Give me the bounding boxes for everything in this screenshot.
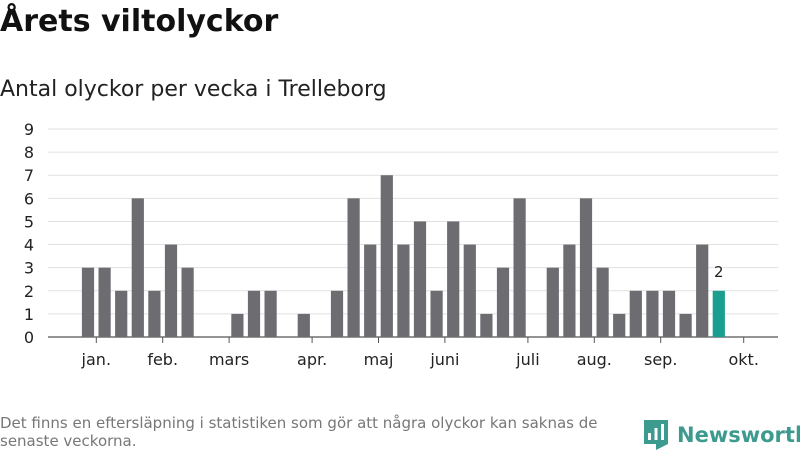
x-tick-label: aug. [577, 350, 612, 369]
y-tick-label: 1 [24, 305, 34, 324]
bar[interactable] [330, 290, 344, 337]
y-tick-label: 4 [24, 236, 34, 255]
bar[interactable] [696, 244, 709, 337]
bar[interactable] [447, 221, 460, 337]
bar[interactable] [347, 198, 360, 337]
bar[interactable] [131, 198, 144, 337]
bar[interactable] [463, 244, 476, 337]
bar[interactable] [480, 313, 493, 337]
bar[interactable] [513, 198, 526, 337]
y-tick-label: 8 [24, 143, 34, 162]
chart-subtitle: Antal olyckor per vecka i Trelleborg [0, 77, 387, 102]
bar[interactable] [181, 267, 194, 337]
bar[interactable] [115, 290, 128, 337]
y-tick-label: 3 [24, 259, 34, 278]
x-tick-label: jan. [81, 350, 111, 369]
bar[interactable] [430, 290, 443, 337]
footnote: Det finns en eftersläpning i statistiken… [0, 414, 598, 450]
y-tick-label: 2 [24, 282, 34, 301]
bar[interactable] [98, 267, 111, 337]
x-tick-label: okt. [728, 350, 758, 369]
x-tick-label: juni [429, 350, 459, 369]
bar[interactable] [264, 290, 277, 337]
bar[interactable] [662, 290, 676, 337]
y-tick-label: 7 [24, 166, 34, 185]
y-tick-label: 5 [24, 212, 34, 231]
newsworthy-logo[interactable]: Newsworthy [644, 420, 800, 450]
x-tick-label: feb. [147, 350, 178, 369]
bar-chart: 0 1 2 3 4 5 6 7 8 9 jan. feb. mars apr. maj juni juli au… [24, 120, 778, 369]
x-tick-label: apr. [297, 350, 327, 369]
bar[interactable] [596, 267, 609, 337]
y-tick-label: 6 [24, 189, 34, 208]
bar[interactable] [397, 244, 410, 337]
bar[interactable] [629, 290, 642, 337]
bar[interactable] [380, 175, 393, 337]
bar[interactable] [164, 244, 178, 337]
y-tick-label: 9 [24, 120, 34, 139]
bar[interactable] [148, 290, 161, 337]
bar[interactable] [613, 313, 626, 337]
bar[interactable] [496, 267, 510, 337]
bar[interactable] [231, 313, 244, 337]
bar[interactable] [646, 290, 659, 337]
chart-title: Årets viltolyckor [0, 4, 279, 39]
bar[interactable] [297, 313, 310, 337]
bar[interactable] [679, 313, 692, 337]
bar[interactable] [364, 244, 377, 337]
brand-name: Newsworthy [677, 423, 800, 447]
bar[interactable] [247, 290, 261, 337]
y-tick-label: 0 [24, 328, 34, 347]
bar[interactable] [712, 290, 725, 337]
bars [81, 175, 725, 337]
bar[interactable] [546, 267, 559, 337]
bar[interactable] [579, 198, 593, 337]
data-labels: 2 [714, 263, 724, 281]
x-tick-label: maj [364, 350, 394, 369]
bar[interactable] [413, 221, 427, 337]
x-tick-label: juli [515, 350, 539, 369]
bar[interactable] [81, 267, 95, 337]
x-tick-label: mars [209, 350, 249, 369]
x-axis: jan. feb. mars apr. maj juni juli aug. sep. okt. [81, 337, 759, 369]
data-label: 2 [714, 263, 724, 281]
y-axis: 0 1 2 3 4 5 6 7 8 9 [24, 120, 34, 347]
bar[interactable] [563, 244, 576, 337]
newsworthy-chart-icon [644, 420, 668, 450]
x-tick-label: sep. [644, 350, 677, 369]
